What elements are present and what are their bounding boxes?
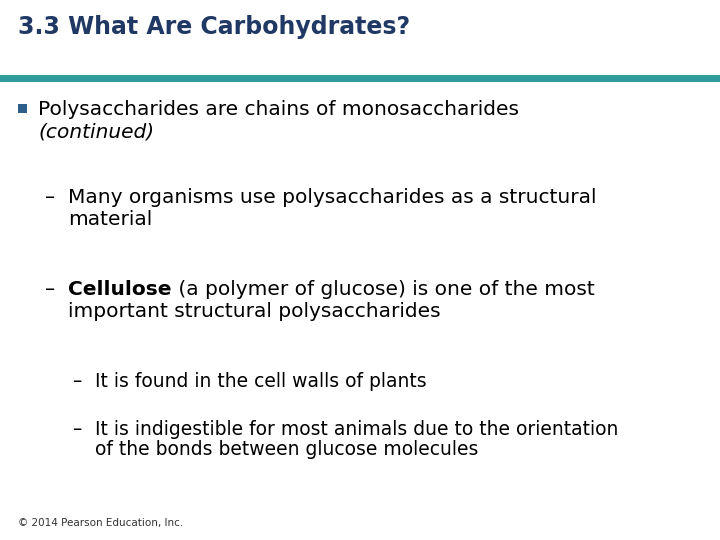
- Text: important structural polysaccharides: important structural polysaccharides: [68, 302, 441, 321]
- Text: –: –: [72, 420, 81, 439]
- Text: It is indigestible for most animals due to the orientation: It is indigestible for most animals due …: [95, 420, 618, 439]
- Text: Cellulose: Cellulose: [68, 280, 171, 299]
- Text: –: –: [45, 280, 55, 299]
- Text: (a polymer of glucose) is one of the most: (a polymer of glucose) is one of the mos…: [171, 280, 594, 299]
- Text: Polysaccharides are chains of monosaccharides: Polysaccharides are chains of monosaccha…: [38, 100, 519, 119]
- Text: Many organisms use polysaccharides as a structural: Many organisms use polysaccharides as a …: [68, 188, 596, 207]
- Text: 3.3 What Are Carbohydrates?: 3.3 What Are Carbohydrates?: [18, 15, 410, 39]
- Bar: [18, 104, 27, 113]
- Text: It is found in the cell walls of plants: It is found in the cell walls of plants: [95, 372, 427, 391]
- Text: material: material: [68, 210, 152, 229]
- Text: –: –: [45, 188, 55, 207]
- Text: (continued): (continued): [38, 122, 154, 141]
- Text: –: –: [72, 372, 81, 391]
- Text: © 2014 Pearson Education, Inc.: © 2014 Pearson Education, Inc.: [18, 518, 184, 528]
- Text: of the bonds between glucose molecules: of the bonds between glucose molecules: [95, 440, 478, 459]
